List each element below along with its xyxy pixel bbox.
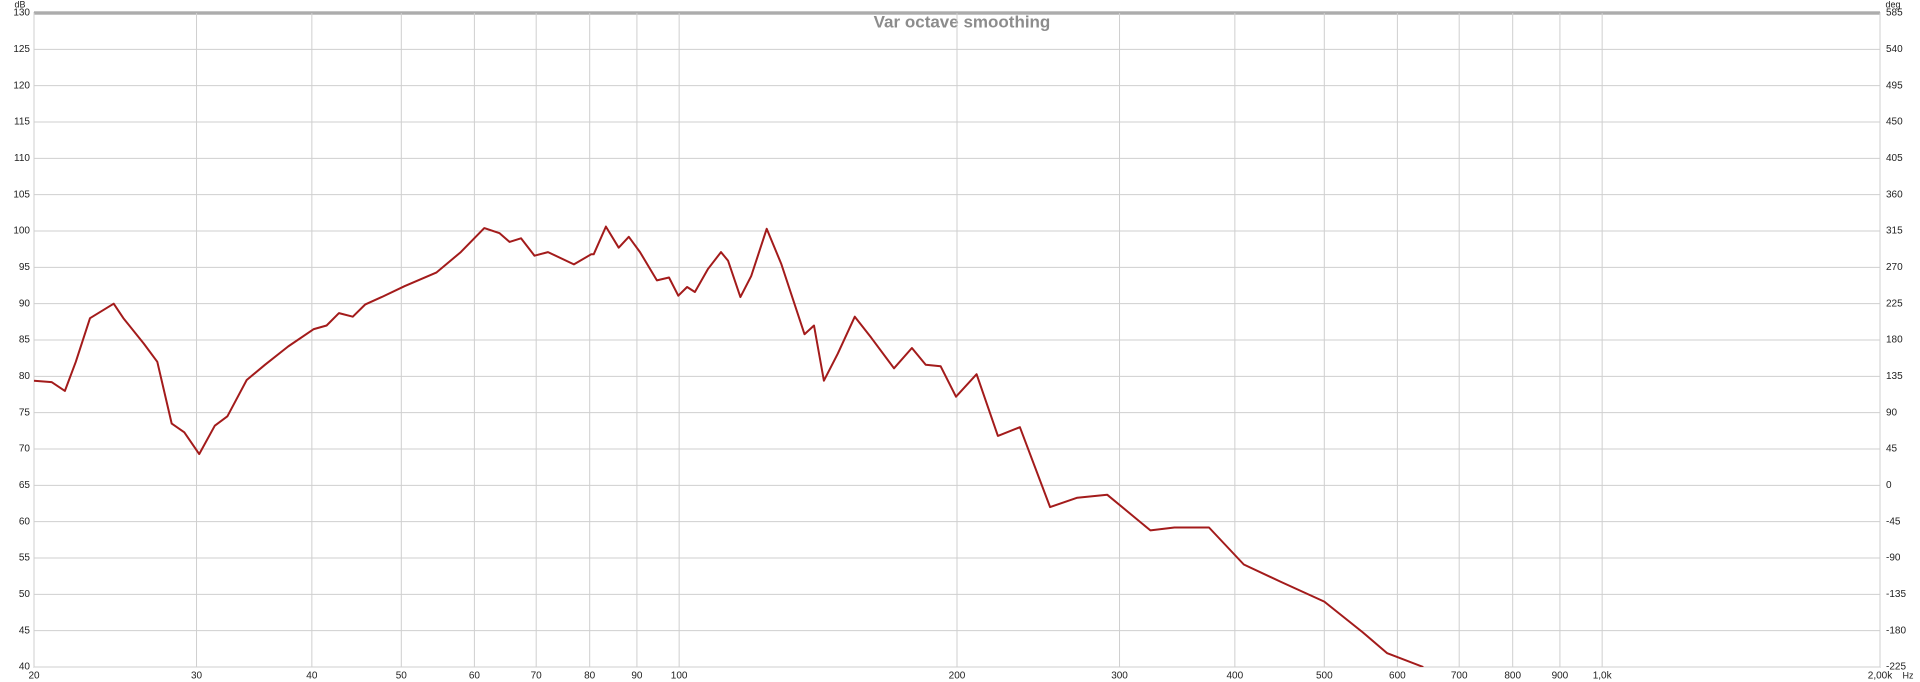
y2-tick-label: -180 xyxy=(1886,625,1906,636)
x-tick-label: 100 xyxy=(671,671,688,682)
y2-axis-label: deg xyxy=(1885,0,1900,9)
y2-tick-label: 45 xyxy=(1886,444,1898,455)
y-tick-label: 125 xyxy=(13,44,30,55)
y2-tick-label: -90 xyxy=(1886,553,1901,564)
x-tick-label: 40 xyxy=(306,671,318,682)
y-tick-label: 70 xyxy=(19,444,31,455)
y-tick-label: 55 xyxy=(19,553,31,564)
x-tick-label: 400 xyxy=(1227,671,1244,682)
x-tick-label: 60 xyxy=(469,671,481,682)
y2-tick-label: 135 xyxy=(1886,371,1903,382)
y2-tick-label: 180 xyxy=(1886,335,1903,346)
x-tick-label: 300 xyxy=(1111,671,1128,682)
x-tick-label: 600 xyxy=(1389,671,1406,682)
x-axis-label: Hz xyxy=(1903,670,1914,680)
y-tick-label: 110 xyxy=(14,153,30,164)
y2-tick-label: 315 xyxy=(1886,226,1903,237)
y2-tick-label: 450 xyxy=(1886,117,1903,128)
y-tick-label: 65 xyxy=(19,480,31,491)
y2-tick-label: 225 xyxy=(1886,298,1903,309)
y-tick-label: 80 xyxy=(19,371,31,382)
y-tick-label: 120 xyxy=(13,80,30,91)
chart-title: Var octave smoothing xyxy=(874,12,1051,31)
x-tick-label: 70 xyxy=(531,671,543,682)
y2-tick-label: -45 xyxy=(1886,516,1901,527)
y-tick-label: 75 xyxy=(19,407,31,418)
y-tick-label: 105 xyxy=(13,189,30,200)
y-tick-label: 45 xyxy=(19,625,31,636)
y-tick-label: 95 xyxy=(19,262,31,273)
y2-tick-label: 90 xyxy=(1886,407,1898,418)
x-tick-label: 90 xyxy=(631,671,643,682)
x-tick-label: 700 xyxy=(1451,671,1468,682)
y-tick-label: 100 xyxy=(13,226,30,237)
y-tick-label: 115 xyxy=(14,117,30,128)
y2-tick-label: -225 xyxy=(1886,662,1906,673)
y-tick-label: 130 xyxy=(13,8,30,19)
x-tick-label: 20 xyxy=(28,671,40,682)
y-tick-label: 60 xyxy=(19,516,31,527)
x-tick-label: 800 xyxy=(1504,671,1521,682)
series-line xyxy=(34,225,1424,667)
x-tick-label: 900 xyxy=(1552,671,1569,682)
x-tick-label: 80 xyxy=(584,671,596,682)
x-tick-label: 30 xyxy=(191,671,203,682)
y2-tick-label: 585 xyxy=(1886,8,1903,19)
y-axis-label: dB xyxy=(14,0,25,9)
x-tick-label: 1,0k xyxy=(1593,671,1613,682)
x-tick-label: 500 xyxy=(1316,671,1333,682)
y2-tick-label: 360 xyxy=(1886,189,1903,200)
y2-tick-label: 270 xyxy=(1886,262,1903,273)
y2-tick-label: 405 xyxy=(1886,153,1903,164)
x-tick-label: 50 xyxy=(396,671,408,682)
y-tick-label: 90 xyxy=(19,298,31,309)
y-tick-label: 40 xyxy=(19,662,31,673)
x-tick-label: 2,00k xyxy=(1868,671,1893,682)
y-tick-label: 85 xyxy=(19,335,31,346)
y-tick-label: 50 xyxy=(19,589,31,600)
x-tick-label: 200 xyxy=(949,671,966,682)
y2-tick-label: 495 xyxy=(1886,80,1903,91)
y2-tick-label: 0 xyxy=(1886,480,1892,491)
y2-tick-label: -135 xyxy=(1886,589,1906,600)
y2-tick-label: 540 xyxy=(1886,44,1903,55)
